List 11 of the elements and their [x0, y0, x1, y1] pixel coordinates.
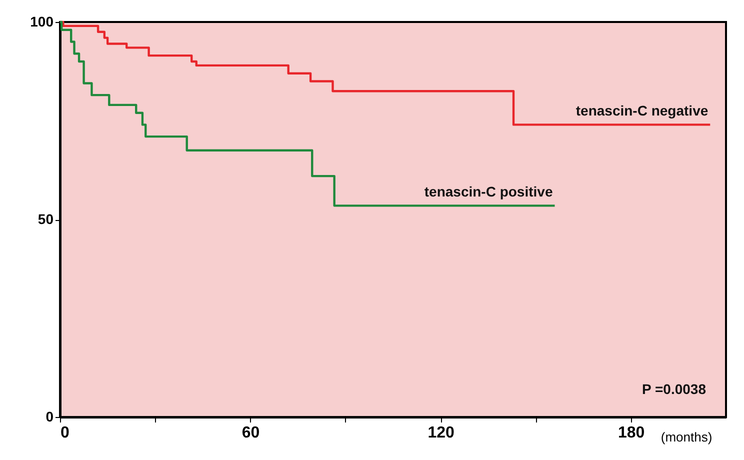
- x-tick-label: 0: [60, 424, 70, 442]
- x-tick-label: 120: [428, 424, 455, 442]
- series-label: tenascin-C positive: [424, 184, 553, 200]
- y-tick-label: 0: [46, 408, 54, 424]
- y-tick-label: 50: [38, 211, 54, 227]
- y-tick-label: 100: [30, 14, 54, 30]
- annotation: P =0.0038: [642, 381, 706, 397]
- series-label: tenascin-C negative: [576, 102, 708, 119]
- x-tick-label: 180: [618, 424, 645, 442]
- x-axis-title: (months): [660, 430, 712, 444]
- x-tick-label: 60: [242, 424, 260, 442]
